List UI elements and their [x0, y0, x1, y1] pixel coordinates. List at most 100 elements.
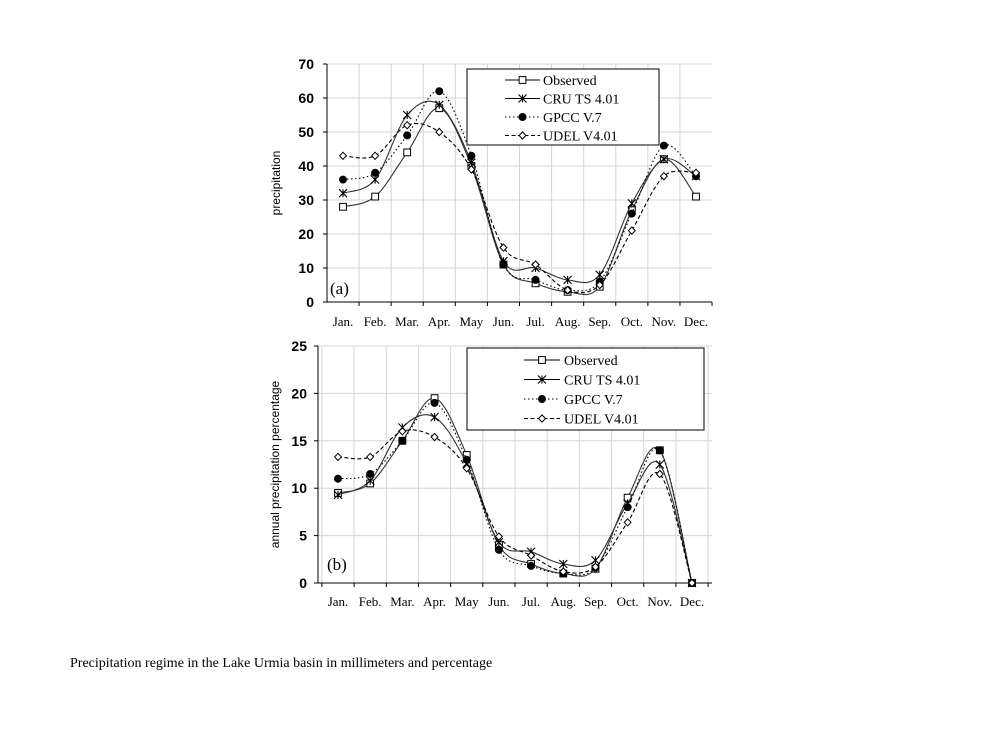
data-point [338, 151, 348, 161]
data-point [595, 280, 604, 290]
data-point [655, 460, 665, 469]
data-point [687, 578, 697, 588]
x-tick-label: Jan. [328, 594, 349, 609]
data-point [435, 127, 444, 137]
data-point [659, 141, 668, 150]
data-point [333, 490, 343, 500]
data-point [398, 436, 407, 445]
legend-marker [518, 113, 527, 122]
legend-marker [518, 94, 527, 103]
legend-box [466, 68, 660, 146]
y-tick-label: 40 [298, 158, 314, 174]
x-tick-label: Mar. [395, 314, 419, 329]
data-point [462, 463, 471, 473]
data-point [371, 192, 379, 201]
legend-label: Observed [543, 74, 597, 89]
x-tick-label: Oct. [617, 594, 639, 609]
x-tick-label: May [459, 314, 483, 329]
data-point [623, 503, 632, 512]
legend-label: CRU TS 4.01 [564, 374, 640, 389]
y-axis-label: annual precipitation percentage [268, 380, 282, 548]
legend-label: UDEL V4.01 [564, 413, 639, 428]
data-point [499, 243, 508, 252]
legend-label: GPCC V.7 [543, 111, 602, 126]
data-point [527, 551, 536, 560]
legend-marker [538, 394, 547, 403]
legend-label: UDEL V4.01 [543, 130, 618, 145]
data-point [371, 151, 380, 161]
x-tick-label: Jul. [526, 314, 544, 329]
data-point [403, 131, 412, 140]
y-tick-label: 30 [298, 192, 314, 208]
data-point [430, 412, 439, 422]
x-tick-label: Dec. [684, 314, 708, 329]
data-point [366, 469, 375, 478]
data-point [494, 532, 503, 541]
legend-label: GPCC V.7 [564, 393, 623, 408]
data-point [499, 260, 508, 269]
data-point [559, 567, 568, 576]
legend-marker [518, 131, 527, 140]
data-point [627, 199, 637, 208]
x-tick-label: Nov. [652, 314, 677, 329]
legend: Observed CRU TS 4.01 GPCC V.7 UDEL V4.01 [466, 68, 660, 146]
series-udel-v4-01 [338, 120, 701, 295]
data-point [563, 275, 573, 285]
x-tick-label: Feb. [359, 594, 382, 609]
y-tick-label: 20 [291, 385, 307, 401]
series-udel-v4-01 [333, 426, 697, 588]
x-tick-label: Jul. [522, 594, 540, 609]
x-tick-label: May [455, 594, 479, 609]
data-point [371, 168, 380, 177]
legend-marker [538, 356, 546, 364]
data-point [430, 432, 439, 442]
data-point [527, 561, 536, 570]
chart-panel-a: 0 10 20 30 40 50 60 70 Jan. Feb. Mar. Apr. May Jun. Ju… [269, 56, 713, 329]
data-point [333, 452, 343, 462]
data-point [338, 188, 348, 198]
y-tick-label: 50 [298, 124, 314, 140]
legend-label: CRU TS 4.01 [543, 93, 619, 108]
data-point [366, 452, 375, 462]
y-tick-label: 70 [298, 56, 314, 72]
y-tick-label: 25 [291, 338, 307, 354]
data-point [467, 151, 476, 160]
y-tick-label: 5 [299, 528, 307, 544]
legend-marker [537, 375, 547, 384]
x-tick-label: Mar. [390, 594, 414, 609]
data-point [430, 398, 439, 407]
data-point [659, 154, 669, 164]
legend: Observed CRU TS 4.01 GPCC V.7 UDEL V4.01 [466, 347, 705, 431]
x-tick-label: Sep. [584, 594, 607, 609]
data-point [370, 175, 380, 184]
panel-label: (a) [330, 279, 349, 298]
x-tick-label: Jan. [333, 314, 354, 329]
data-point [627, 209, 636, 218]
y-tick-label: 0 [306, 294, 314, 310]
x-tick-label: Aug. [555, 314, 581, 329]
data-point [591, 562, 600, 572]
legend-box [466, 347, 705, 431]
data-point [659, 171, 668, 181]
data-point [434, 100, 444, 110]
x-tick-label: Jun. [493, 314, 514, 329]
x-tick-label: Dec. [680, 594, 704, 609]
y-tick-label: 10 [298, 260, 314, 276]
chart-panel-b: 0 5 10 15 20 25 Jan. Feb. Mar. Apr. May Jun. Jul. Aug… [268, 338, 712, 609]
data-point [691, 168, 701, 178]
series-line [342, 90, 697, 292]
y-axis-label: precipitation [269, 151, 283, 216]
data-point [558, 559, 568, 569]
data-point [333, 474, 342, 483]
data-point [494, 545, 503, 554]
data-point [623, 517, 632, 527]
x-tick-label: Apr. [423, 594, 446, 609]
legend-marker [518, 76, 527, 84]
data-point [339, 202, 347, 211]
x-tick-label: Oct. [621, 314, 643, 329]
series-cru-ts-4-01 [338, 100, 701, 285]
y-tick-label: 0 [299, 575, 307, 591]
series-line [342, 122, 697, 294]
x-tick-label: Aug. [550, 594, 576, 609]
